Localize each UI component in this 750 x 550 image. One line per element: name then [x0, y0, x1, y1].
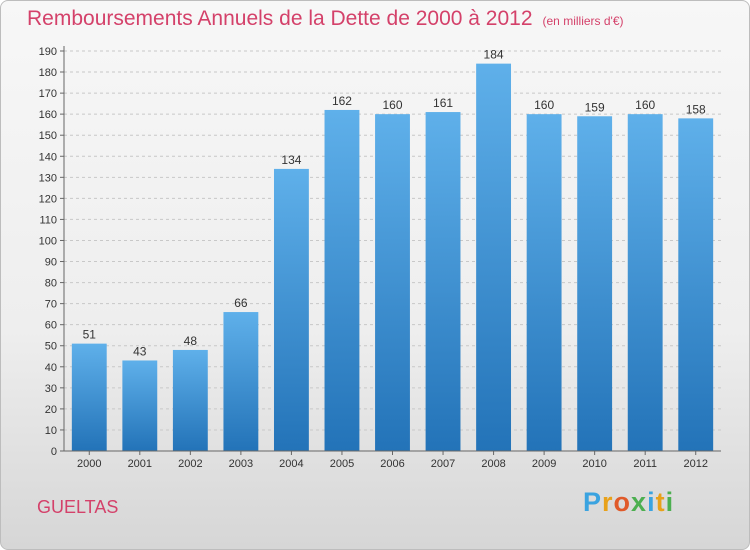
- y-tick-label: 130: [39, 172, 57, 184]
- x-tick-label: 2011: [633, 458, 657, 470]
- bars: 51 43 48 66 134 162 160 161 184 160 159 160 158: [71, 48, 714, 452]
- bar: [425, 112, 461, 451]
- x-tick-label: 2010: [582, 458, 606, 470]
- chart-title-text: Remboursements Annuels de la Dette de 20…: [27, 7, 533, 30]
- bar-value-label: 48: [184, 334, 198, 348]
- x-tick-label: 2008: [481, 458, 505, 470]
- y-tick-label: 10: [45, 425, 57, 437]
- y-tick-label: 160: [39, 109, 57, 121]
- bar-value-label: 159: [585, 100, 605, 114]
- bar: [273, 168, 309, 452]
- y-tick-label: 20: [45, 404, 57, 416]
- y-tick-label: 30: [45, 383, 57, 395]
- y-tick-label: 40: [45, 362, 57, 374]
- y-tick-label: 180: [39, 67, 57, 79]
- x-tick-label: 2002: [178, 458, 202, 470]
- bar: [223, 312, 259, 451]
- x-tick-label: 2009: [532, 458, 556, 470]
- logo-letter: t: [655, 487, 666, 517]
- axes: 0 10 20 30 40 50 60 70 80 90 100 110 120 130 140 150 160…: [39, 46, 721, 470]
- y-tick-label: 140: [39, 151, 57, 163]
- bar-value-label: 160: [635, 98, 655, 112]
- y-tick-label: 190: [39, 46, 57, 58]
- bar-value-label: 43: [133, 344, 147, 358]
- bar: [678, 118, 714, 452]
- y-tick-label: 170: [39, 88, 57, 100]
- y-tick-label: 80: [45, 278, 57, 290]
- bar: [526, 114, 562, 451]
- logo-letter: o: [613, 487, 632, 517]
- bar: [577, 116, 613, 452]
- x-tick-label: 2006: [380, 458, 404, 470]
- y-tick-label: 100: [39, 235, 57, 247]
- logo-letter: i: [665, 487, 675, 517]
- bar-value-label: 161: [433, 96, 453, 110]
- y-tick-label: 0: [51, 446, 57, 458]
- x-tick-label: 2007: [431, 458, 455, 470]
- y-tick-label: 50: [45, 341, 57, 353]
- bar: [71, 343, 107, 451]
- bar: [375, 114, 410, 451]
- bar: [476, 63, 512, 451]
- bar-value-label: 158: [686, 102, 706, 116]
- y-tick-label: 70: [45, 299, 57, 311]
- x-tick-label: 2001: [128, 458, 152, 470]
- chart-unit: (en milliers d'€): [542, 14, 624, 28]
- commune-name: GUELTAS: [37, 497, 119, 517]
- bar-value-label: 184: [484, 48, 504, 62]
- y-tick-label: 110: [39, 214, 57, 226]
- bar-value-label: 162: [332, 94, 352, 108]
- bar-value-label: 66: [234, 296, 248, 310]
- y-tick-label: 120: [39, 193, 57, 205]
- x-tick-label: 2004: [279, 458, 303, 470]
- x-tick-label: 2005: [330, 458, 354, 470]
- x-tick-label: 2003: [229, 458, 253, 470]
- bar-value-label: 160: [382, 98, 402, 112]
- logo-letter: P: [583, 487, 603, 517]
- x-tick-label: 2000: [77, 458, 101, 470]
- x-tick-label: 2012: [683, 458, 707, 470]
- bar: [122, 360, 158, 451]
- bar: [627, 114, 663, 451]
- chart-title: Remboursements Annuels de la Dette de 20…: [27, 7, 624, 31]
- logo-letter: x: [631, 487, 648, 517]
- y-tick-label: 60: [45, 320, 57, 332]
- bar-value-label: 134: [281, 153, 301, 167]
- bar: [172, 349, 208, 451]
- proxiti-logo: Proxiti: [583, 487, 674, 518]
- bar: [324, 109, 360, 452]
- bar-value-label: 51: [83, 328, 97, 342]
- logo-letter: i: [647, 487, 656, 517]
- y-tick-label: 150: [39, 130, 57, 142]
- logo-letter: r: [602, 487, 614, 517]
- y-tick-label: 90: [45, 257, 57, 269]
- bar-value-label: 160: [534, 98, 554, 112]
